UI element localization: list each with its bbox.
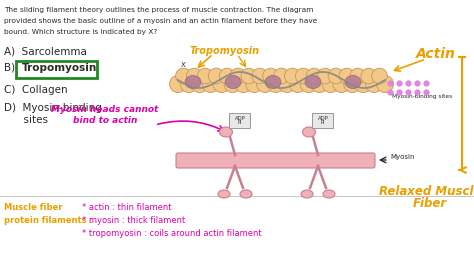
Circle shape bbox=[322, 76, 339, 93]
Circle shape bbox=[219, 68, 235, 84]
Circle shape bbox=[355, 76, 372, 93]
Text: * tropomyosin : coils around actin filament: * tropomyosin : coils around actin filam… bbox=[82, 229, 262, 238]
Text: Muscle fiber: Muscle fiber bbox=[4, 203, 63, 212]
Ellipse shape bbox=[305, 76, 321, 89]
Text: A)  Sarcolemma: A) Sarcolemma bbox=[4, 47, 87, 57]
Text: Myosin: Myosin bbox=[390, 154, 414, 160]
Circle shape bbox=[311, 76, 328, 93]
Circle shape bbox=[289, 76, 306, 93]
Text: * myosin : thick filament: * myosin : thick filament bbox=[82, 216, 185, 225]
Circle shape bbox=[317, 68, 333, 84]
Text: provided shows the basic outline of a myosin and an actin filament before they h: provided shows the basic outline of a my… bbox=[4, 18, 317, 24]
Ellipse shape bbox=[219, 127, 233, 137]
Circle shape bbox=[187, 68, 202, 84]
Text: ADP: ADP bbox=[318, 115, 328, 120]
Text: Fiber: Fiber bbox=[413, 197, 447, 210]
Ellipse shape bbox=[265, 76, 281, 89]
Circle shape bbox=[273, 68, 289, 84]
FancyBboxPatch shape bbox=[312, 113, 334, 127]
Circle shape bbox=[267, 76, 284, 93]
Ellipse shape bbox=[301, 190, 313, 198]
Circle shape bbox=[306, 68, 322, 84]
Text: The sliding filament theory outlines the process of muscle contraction. The diag: The sliding filament theory outlines the… bbox=[4, 7, 313, 13]
Text: Tropomyosin: Tropomyosin bbox=[22, 63, 97, 73]
Text: bind to actin: bind to actin bbox=[73, 116, 137, 125]
Circle shape bbox=[333, 76, 350, 93]
Circle shape bbox=[365, 76, 383, 93]
Circle shape bbox=[328, 68, 344, 84]
Text: Actin: Actin bbox=[416, 47, 456, 61]
Circle shape bbox=[191, 76, 208, 93]
Circle shape bbox=[284, 68, 300, 84]
Text: Relaxed Muscle: Relaxed Muscle bbox=[379, 185, 474, 198]
Circle shape bbox=[181, 76, 197, 93]
Ellipse shape bbox=[218, 190, 230, 198]
Circle shape bbox=[241, 68, 256, 84]
Ellipse shape bbox=[240, 190, 252, 198]
Circle shape bbox=[256, 76, 273, 93]
Circle shape bbox=[202, 76, 219, 93]
Ellipse shape bbox=[302, 127, 316, 137]
Circle shape bbox=[376, 76, 393, 93]
Ellipse shape bbox=[185, 76, 201, 89]
Text: Myosin heads cannot: Myosin heads cannot bbox=[51, 105, 159, 114]
Text: B): B) bbox=[4, 63, 15, 73]
Ellipse shape bbox=[323, 190, 335, 198]
Circle shape bbox=[344, 76, 361, 93]
Circle shape bbox=[176, 68, 191, 84]
Text: Pi: Pi bbox=[238, 120, 242, 126]
Text: sites: sites bbox=[4, 115, 48, 125]
Circle shape bbox=[230, 68, 246, 84]
Circle shape bbox=[295, 68, 311, 84]
FancyBboxPatch shape bbox=[176, 153, 375, 168]
Text: ADP: ADP bbox=[235, 115, 246, 120]
Circle shape bbox=[197, 68, 213, 84]
Text: protein filaments :: protein filaments : bbox=[4, 216, 93, 225]
Circle shape bbox=[208, 68, 224, 84]
Ellipse shape bbox=[345, 76, 361, 89]
Text: C)  Collagen: C) Collagen bbox=[4, 85, 68, 95]
Text: Myosin-binding sites: Myosin-binding sites bbox=[392, 94, 452, 99]
Text: Tropomyosin: Tropomyosin bbox=[190, 46, 260, 56]
Circle shape bbox=[213, 76, 230, 93]
Circle shape bbox=[278, 76, 295, 93]
Text: bound. Which structure is indicated by X?: bound. Which structure is indicated by X… bbox=[4, 29, 157, 35]
Circle shape bbox=[246, 76, 263, 93]
Circle shape bbox=[339, 68, 355, 84]
Circle shape bbox=[235, 76, 252, 93]
Circle shape bbox=[252, 68, 267, 84]
Circle shape bbox=[300, 76, 317, 93]
Circle shape bbox=[361, 68, 376, 84]
FancyBboxPatch shape bbox=[17, 60, 98, 77]
Text: D)  Myosin-binding: D) Myosin-binding bbox=[4, 103, 102, 113]
Ellipse shape bbox=[225, 76, 241, 89]
Circle shape bbox=[263, 68, 278, 84]
Text: Pi: Pi bbox=[321, 120, 325, 126]
Text: X: X bbox=[181, 62, 186, 68]
FancyBboxPatch shape bbox=[229, 113, 250, 127]
Circle shape bbox=[224, 76, 241, 93]
Circle shape bbox=[372, 68, 387, 84]
Circle shape bbox=[170, 76, 186, 93]
Circle shape bbox=[350, 68, 365, 84]
Text: * actin : thin filament: * actin : thin filament bbox=[82, 203, 172, 212]
